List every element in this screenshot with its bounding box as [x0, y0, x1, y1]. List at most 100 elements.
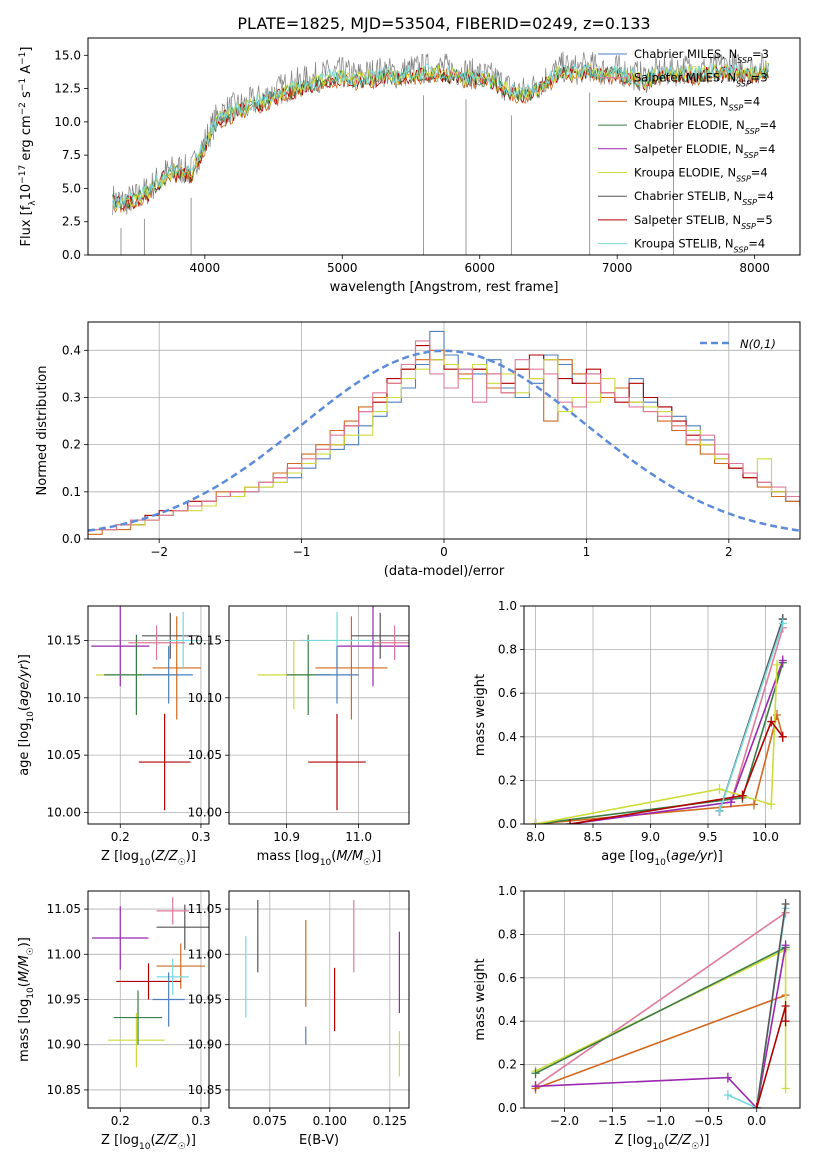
mass-weight-marker: [531, 1068, 540, 1079]
axes-frame: [87, 605, 210, 825]
x-axis-label: E(B-V): [299, 1133, 339, 1148]
label-part: )]: [186, 1133, 196, 1148]
y-tick-label: 2.5: [62, 215, 81, 229]
x-tick-label: 0.3: [191, 830, 210, 844]
mass-weight-line: [569, 719, 784, 824]
label-part: 10: [320, 858, 332, 868]
x-tick-label: 6000: [464, 261, 495, 275]
label-part: age [log: [17, 723, 32, 776]
mass-weight-marker: [781, 940, 790, 951]
y-tick-label: 10.15: [47, 633, 81, 647]
model-spectrum-line: [112, 64, 769, 211]
y-tick-label: 15.0: [54, 48, 81, 62]
mass-weight-marker: [531, 819, 540, 824]
label-part: ☉: [26, 947, 36, 955]
mass-weight-marker: [738, 790, 747, 801]
mass-weight-line: [730, 627, 784, 803]
y-axis-label: Normed distribution: [35, 366, 50, 496]
y-tick-label: 0.1: [62, 485, 81, 499]
mass-weight-marker: [781, 1001, 790, 1012]
x-tick-label: −1: [293, 545, 311, 559]
y-tick-label: 11.05: [188, 902, 222, 916]
label-part: (: [664, 1133, 669, 1148]
y-tick-label: 7.5: [62, 148, 81, 162]
y-tick-label: 10.85: [47, 1083, 81, 1097]
legend-text: Salpeter ELODIE, N: [634, 142, 744, 156]
y-tick-label: 0.8: [498, 927, 517, 941]
mass-weight-line: [535, 994, 786, 1090]
y-tick-label: 0.3: [62, 390, 81, 404]
label-part: Z [log: [615, 1133, 653, 1148]
y-tick-label: 0.2: [498, 1058, 517, 1072]
legend-subscript: SSP: [736, 174, 751, 183]
histogram-step: [88, 340, 800, 531]
label-part: Z [log: [101, 849, 139, 864]
legend-label: Kroupa STELIB, NSSP=4: [634, 237, 765, 255]
x-axis-label: (data-model)/error: [384, 564, 505, 579]
label-part: )]: [713, 849, 723, 864]
legend-subscript: SSP: [734, 245, 749, 254]
y-axis-label: mass [log10(M/M☉)]: [17, 937, 36, 1062]
y-tick-label: 0.0: [498, 1101, 517, 1115]
label-part: ☉: [178, 858, 186, 868]
x-tick-label: 11.0: [345, 830, 372, 844]
mass-weight-marker: [723, 1072, 732, 1083]
axes-frame: [228, 890, 410, 1109]
x-tick-label: 8.5: [583, 830, 602, 844]
mass-weight-line: [535, 912, 787, 1087]
legend-value: =4: [748, 237, 765, 251]
label-part: 10: [654, 858, 666, 868]
legend-label: Chabrier STELIB, NSSP=4: [634, 189, 774, 207]
histogram-step: [88, 345, 800, 531]
label-part: (: [666, 849, 671, 864]
label-part: Flux [f: [19, 205, 34, 246]
y-tick-label: 0.4: [498, 1014, 517, 1028]
y-tick-label: 12.5: [54, 82, 81, 96]
x-tick-label: 8.0: [526, 830, 545, 844]
x-tick-label: 4000: [190, 261, 221, 275]
grid: [524, 605, 800, 825]
label-part: −2: [18, 102, 28, 115]
mass-weight-line: [535, 946, 786, 1075]
label-part: ☉: [178, 1142, 186, 1152]
legend-text: Salpeter STELIB, N: [634, 213, 741, 227]
axes-frame: [228, 605, 410, 825]
y-tick-label: 10.95: [188, 993, 222, 1007]
mass-weight-line: [535, 664, 778, 824]
legend-label: Chabrier ELODIE, NSSP=4: [634, 118, 776, 136]
model-spectrum-line: [112, 62, 769, 209]
label-part: (: [17, 982, 32, 987]
y-axis-label: mass weight: [473, 958, 488, 1040]
x-tick-label: 8000: [739, 261, 770, 275]
label-part: 10: [652, 1142, 664, 1152]
label-part: M/M: [336, 849, 363, 864]
y-axis-label: age [log10(age/yr)]: [17, 654, 36, 776]
label-part: −1: [18, 52, 28, 65]
plot-area: [245, 900, 400, 1077]
x-tick-label: 0.075: [253, 1114, 287, 1128]
y-tick-label: 0.0: [498, 817, 517, 831]
legend-subscript: SSP: [736, 79, 751, 88]
legend-text: Chabrier STELIB, N: [634, 189, 742, 203]
panel-age-vs-mass: 10.9 11.0 10.00 10.05 10.10 10.15 mass [log10(…: [188, 605, 410, 868]
mass-weight-marker: [715, 805, 724, 816]
x-tick-label: 0.0: [747, 1114, 766, 1128]
legend-subscript: SSP: [729, 103, 744, 112]
label-part: Z/Z: [155, 849, 179, 864]
axes-frame: [523, 890, 801, 1109]
mass-weight-marker: [778, 618, 787, 629]
y-axis-label: Flux [fλ10−17 erg cm−2 s−1 A−1]: [18, 47, 38, 247]
label-part: 10: [139, 1142, 151, 1152]
y-tick-label: 10.05: [47, 748, 81, 762]
mass-weight-marker: [752, 1103, 761, 1108]
y-tick-label: 0.2: [498, 773, 517, 787]
y-tick-label: 10.10: [188, 691, 222, 705]
plot-area: [531, 614, 787, 824]
plot-area: [112, 51, 769, 255]
mass-weight-marker: [715, 784, 724, 795]
mass-weight-marker: [778, 655, 787, 666]
mass-weight-marker: [767, 716, 776, 727]
label-part: ☉: [363, 858, 371, 868]
